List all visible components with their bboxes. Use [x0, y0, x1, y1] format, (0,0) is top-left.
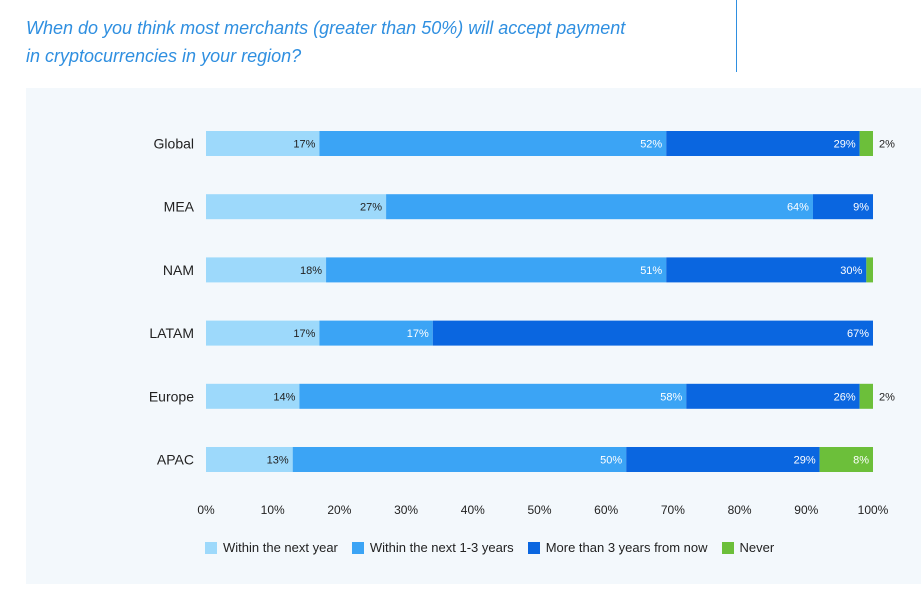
data-label: 64%: [787, 202, 809, 214]
bar-segment: [319, 320, 433, 346]
legend-swatch: [205, 541, 217, 554]
category-label: Europe: [149, 388, 194, 404]
data-label: 27%: [360, 202, 382, 214]
bar-segment: [206, 194, 387, 220]
x-tick-label: 30%: [394, 503, 418, 517]
x-tick-label: 70%: [661, 503, 685, 517]
bar-segment: [292, 447, 627, 472]
bar-segment: [859, 383, 873, 409]
bar-segment: [319, 131, 667, 156]
bar-segment: [299, 383, 687, 409]
data-label: 14%: [273, 391, 295, 403]
chart-legend: Within the next year Within the next 1-3 …: [205, 540, 774, 555]
category-label: MEA: [164, 199, 195, 215]
legend-label: Within the next year: [223, 540, 338, 555]
legend-swatch: [721, 541, 734, 554]
divider-line: [736, 0, 737, 72]
data-label: 29%: [794, 455, 816, 467]
chart-title-line-2: in cryptocurrencies in your region?: [26, 46, 302, 66]
data-label: 8%: [853, 455, 869, 467]
bar-segment: [666, 131, 860, 156]
legend-label: More than 3 years from now: [545, 540, 708, 555]
bar-segment: [626, 447, 820, 472]
data-label: 30%: [840, 265, 862, 277]
data-label: 2%: [879, 139, 895, 151]
chart-title-line-1: When do you think most merchants (greate…: [26, 18, 626, 38]
bar-segment: [206, 447, 293, 472]
legend-item: More than 3 years from now: [527, 540, 708, 555]
bar-segment: [206, 320, 320, 346]
legend-swatch: [527, 541, 540, 554]
legend-label: Within the next 1-3 years: [369, 540, 514, 555]
data-label: 17%: [293, 328, 315, 340]
x-tick-label: 10%: [261, 503, 285, 517]
x-tick-label: 0%: [197, 503, 215, 517]
data-label: 26%: [834, 391, 856, 403]
bar-segment: [386, 194, 813, 220]
bar-segment: [206, 257, 327, 283]
data-label: 9%: [853, 202, 869, 214]
x-tick-label: 20%: [327, 503, 351, 517]
x-tick-label: 60%: [594, 503, 618, 517]
data-label: 18%: [300, 265, 322, 277]
data-label: 58%: [660, 391, 682, 403]
category-label: NAM: [163, 262, 194, 278]
x-tick-label: 80%: [728, 503, 752, 517]
bar-segment: [686, 383, 860, 409]
legend-label: Never: [739, 540, 775, 555]
bar-segment: [206, 383, 300, 409]
chart-title: When do you think most merchants (greate…: [26, 14, 726, 70]
data-label: 52%: [640, 139, 662, 151]
category-label: Global: [154, 136, 194, 152]
bar-segment: [866, 257, 873, 283]
bar-segment: [326, 257, 667, 283]
category-label: APAC: [157, 452, 194, 468]
bar-segment: [206, 131, 320, 156]
data-label: 13%: [267, 455, 289, 467]
data-label: 29%: [834, 139, 856, 151]
data-label: 17%: [293, 139, 315, 151]
bar-segment: [819, 447, 873, 472]
bar-segment: [812, 194, 873, 220]
data-label: 51%: [640, 265, 662, 277]
data-label: 17%: [407, 328, 429, 340]
data-label: 50%: [600, 455, 622, 467]
legend-item: Never: [721, 540, 775, 555]
data-label: 67%: [847, 328, 869, 340]
legend-item: Within the next 1-3 years: [351, 540, 514, 555]
bar-segment: [432, 320, 873, 346]
bar-segment: [859, 131, 873, 156]
legend-item: Within the next year: [205, 540, 338, 555]
x-tick-label: 50%: [527, 503, 551, 517]
category-label: LATAM: [149, 325, 194, 341]
legend-swatch: [351, 541, 364, 554]
data-label: 2%: [879, 391, 895, 403]
x-tick-label: 40%: [461, 503, 485, 517]
bar-segment: [666, 257, 867, 283]
x-tick-label: 90%: [794, 503, 818, 517]
x-tick-label: 100%: [858, 503, 889, 517]
